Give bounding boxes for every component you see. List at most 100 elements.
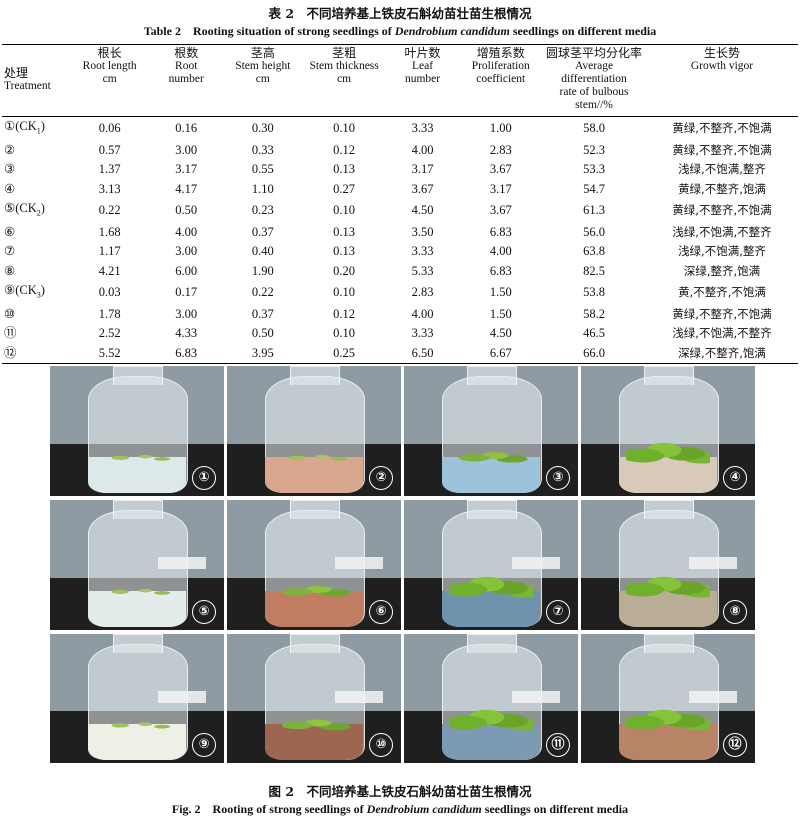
value-cell: 2.52 <box>98 326 121 341</box>
value-cell: 54.7 <box>583 181 605 196</box>
ck-subscript: 2 <box>36 208 41 218</box>
value-cell: 0.10 <box>333 326 356 341</box>
value-cell: 1.68 <box>98 224 121 239</box>
seedlings <box>449 567 533 604</box>
value-cell: 1.78 <box>98 306 121 321</box>
value-cell: 6.83 <box>149 343 224 364</box>
treatment-cell: ⑨(CK3) <box>4 283 45 300</box>
jar-label <box>334 557 383 570</box>
jar-neck <box>643 500 695 520</box>
growth-vigor-cell: 黄绿,不整齐,不饱满 <box>672 203 772 218</box>
seedlings <box>626 701 710 738</box>
value-cell: 1.17 <box>98 244 121 259</box>
table-row: ② 0.57 3.00 0.33 0.12 4.00 2.83 52.3 黄绿,不整齐,不饱满 <box>2 141 798 161</box>
column-header-6-line-3: coefficient <box>476 73 526 85</box>
value-cell: 52.3 <box>583 142 605 157</box>
seedlings <box>626 567 710 604</box>
value-cell: 3.17 <box>489 181 512 196</box>
column-header-4-line-3: cm <box>337 73 352 85</box>
column-header-5-line-3: number <box>404 73 441 85</box>
jar-neck <box>466 366 518 386</box>
value-cell: 0.50 <box>175 203 198 218</box>
value-cell: 82.5 <box>583 263 605 278</box>
treatment-cell: ⑥ <box>4 224 16 239</box>
jar-neck <box>112 500 164 520</box>
value-cell: 4.00 <box>411 142 434 157</box>
value-cell: 0.22 <box>98 203 121 218</box>
seedlings <box>95 578 179 602</box>
ck-subscript: 1 <box>36 126 41 136</box>
value-cell: 0.57 <box>98 142 121 157</box>
column-header-1-line-3: cm <box>102 73 117 85</box>
column-header-8-line-1: Growth vigor <box>690 60 754 72</box>
value-cell: 66.0 <box>542 343 646 364</box>
column-header-0-line-1: Treatment <box>4 79 51 92</box>
photo-grid: ① ② ③ ④ ⑤ ⑥ ⑦ ⑧ ⑨ ⑩ ⑪ ⑫ <box>50 366 755 763</box>
treatment-cell: ⑩ <box>4 306 16 321</box>
value-cell: 0.37 <box>251 306 274 321</box>
value-cell: 0.10 <box>333 203 356 218</box>
column-header-7: 圆球茎平均分化率 Average differentiation rate of b… <box>542 44 646 117</box>
value-cell: 63.8 <box>583 244 605 259</box>
value-cell: 0.12 <box>333 142 356 157</box>
value-cell: 1.37 <box>98 162 121 177</box>
value-cell: 0.13 <box>333 162 356 177</box>
value-cell: 6.00 <box>175 263 198 278</box>
table-title-en: Table 2 Rooting situation of strong seed… <box>0 22 800 39</box>
column-header-6: 增殖系数 Proliferation coefficient <box>459 44 543 117</box>
column-header-5-line-1: Leaf <box>412 60 434 72</box>
value-cell: 3.00 <box>175 142 198 157</box>
seedlings <box>449 701 533 738</box>
seedlings <box>272 711 356 735</box>
value-cell: 6.83 <box>489 263 512 278</box>
jar-neck <box>643 366 695 386</box>
growth-vigor-cell: 黄绿,不整齐,不饱满 <box>672 121 772 136</box>
value-cell: 1.90 <box>251 263 274 278</box>
growth-vigor-cell: 浅绿,不饱满,整齐 <box>678 244 766 259</box>
value-cell: 5.52 <box>69 343 150 364</box>
column-header-2: 根数 Root number <box>149 44 224 117</box>
column-header-3-line-3: cm <box>255 73 270 85</box>
value-cell: 5.33 <box>411 263 434 278</box>
table-title-zh: 表 2 不同培养基上铁皮石斛幼苗壮苗生根情况 <box>268 6 532 21</box>
value-cell: 46.5 <box>583 326 605 341</box>
value-cell: 0.17 <box>175 285 198 300</box>
value-cell: 3.33 <box>411 121 434 136</box>
value-cell: 3.00 <box>175 244 198 259</box>
value-cell: 3.95 <box>223 343 303 364</box>
value-cell: 0.23 <box>251 203 274 218</box>
column-header-2-line-0: 根数 <box>174 46 199 60</box>
value-cell: 4.17 <box>175 181 198 196</box>
column-header-3-line-0: 茎高 <box>250 46 275 60</box>
culture-photo: ⑦ <box>404 500 578 630</box>
jar-neck <box>289 500 341 520</box>
culture-photo: ② <box>227 366 401 496</box>
table-header-row: 处理 Treatment 根长 Root length cm 根数 Root number 茎高… <box>2 44 798 117</box>
value-cell: 3.00 <box>175 306 198 321</box>
value-cell: 0.27 <box>333 181 356 196</box>
culture-photo: ⑥ <box>227 500 401 630</box>
table-title-en-text-end: seedlings on different media <box>509 24 657 38</box>
value-cell: 3.33 <box>411 326 434 341</box>
treatment-cell: ⑪ <box>4 326 17 341</box>
column-header-6-line-1: Proliferation <box>471 60 530 72</box>
value-cell: 53.8 <box>583 285 605 300</box>
value-cell: 4.50 <box>411 203 434 218</box>
value-cell: 0.25 <box>302 343 386 364</box>
growth-vigor-cell: 黄绿,不整齐,饱满 <box>678 181 766 196</box>
growth-vigor-cell: 深绿,不整齐,饱满 <box>645 343 798 364</box>
photo-number: ⑨ <box>192 733 216 757</box>
culture-photo: ⑫ <box>581 634 755 763</box>
column-header-5: 叶片数 Leaf number <box>385 44 460 117</box>
treatment-cell: ①(CK1) <box>4 119 45 136</box>
value-cell: 3.67 <box>489 162 512 177</box>
table-row: ⑦ 1.17 3.00 0.40 0.13 3.33 4.00 63.8 浅绿,不饱满,整齐 <box>2 242 798 262</box>
jar-neck <box>112 634 164 654</box>
column-header-7-line-1: Average differentiation <box>561 60 627 85</box>
column-header-7-line-0: 圆球茎平均分化率 <box>546 46 643 60</box>
treatment-cell: ⑧ <box>4 263 16 278</box>
column-header-1-line-1: Root length <box>82 60 137 72</box>
column-header-0-line-0: 处理 <box>4 65 29 80</box>
photo-number: ⑪ <box>546 733 570 757</box>
value-cell: 0.13 <box>333 224 356 239</box>
